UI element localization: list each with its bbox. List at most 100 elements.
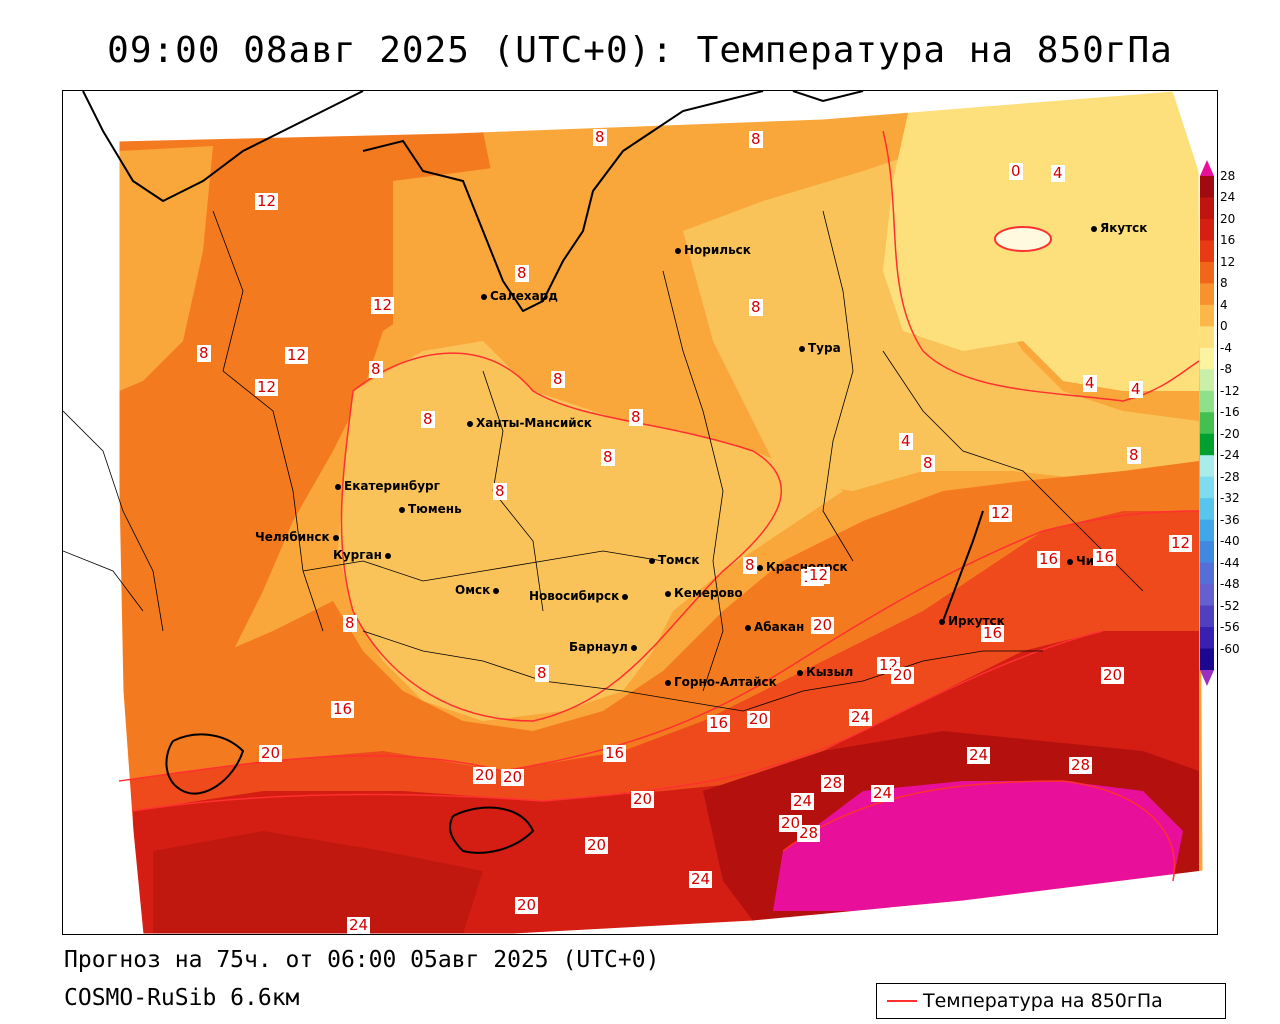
- contour-label: 20: [631, 790, 655, 808]
- contour-label: 24: [791, 792, 815, 810]
- contour-label: 8: [749, 298, 763, 316]
- contour-label: 8: [369, 360, 383, 378]
- contour-label: 20: [473, 766, 497, 784]
- city-dot-icon: [481, 293, 487, 300]
- colorbar-segment: [1200, 433, 1214, 456]
- contour-label: 16: [331, 700, 355, 718]
- contour-label: 20: [891, 666, 915, 684]
- contour-label: 12: [989, 504, 1013, 522]
- contour-label: 20: [747, 710, 771, 728]
- city-dot-icon: [622, 593, 629, 600]
- colorbar-segment: [1200, 476, 1214, 499]
- colorbar-segment: [1200, 347, 1214, 370]
- colorbar-segment: [1200, 218, 1214, 241]
- colorbar-segment: [1200, 541, 1214, 564]
- contour-label: 8: [749, 130, 763, 148]
- legend-label: Температура на 850гПа: [923, 990, 1163, 1012]
- colorbar-segment: [1200, 584, 1214, 607]
- city-dot-icon: [384, 552, 391, 559]
- contour-label: 24: [347, 916, 371, 934]
- city-dot-icon: [493, 587, 500, 594]
- contour-label: 12: [1169, 534, 1193, 552]
- colorbar-segment: [1200, 605, 1214, 628]
- colorbar-tick-label: -56: [1220, 620, 1240, 635]
- city-yakutsk: Якутск: [1091, 221, 1147, 235]
- city-yekaterinburg: Екатеринбург: [335, 479, 440, 493]
- colorbar-tick-label: -52: [1220, 598, 1240, 613]
- colorbar-segment: [1200, 261, 1214, 284]
- contour-label: 4: [1129, 380, 1143, 398]
- colorbar-tick-label: -60: [1220, 641, 1240, 656]
- contour-label: 16: [707, 714, 731, 732]
- contour-label: 8: [197, 344, 211, 362]
- city-dot-icon: [467, 420, 473, 427]
- contour-label: 12: [255, 378, 279, 396]
- contour-label: 20: [515, 896, 539, 914]
- city-dot-icon: [399, 506, 405, 513]
- city-dot-icon: [675, 247, 681, 254]
- colorbar-tick-label: -40: [1220, 534, 1240, 549]
- colorbar-tick-label: -36: [1220, 512, 1240, 527]
- colorbar-segment: [1200, 648, 1214, 671]
- contour-label: 4: [899, 432, 913, 450]
- city-barnaul: Барнаул: [569, 640, 640, 654]
- city-novosibirsk: Новосибирск: [529, 589, 631, 603]
- contour-label: 24: [967, 746, 991, 764]
- contour-label: 16: [981, 624, 1005, 642]
- contour-label: 16: [603, 744, 627, 762]
- contour-label: 20: [779, 814, 803, 832]
- colorbar-tick-label: -16: [1220, 405, 1240, 420]
- colorbar-tick-label: 20: [1220, 211, 1236, 226]
- colorbar-top-arrow: [1200, 160, 1214, 176]
- city-dot-icon: [939, 618, 945, 625]
- colorbar-tick-label: 8: [1220, 276, 1228, 291]
- colorbar-tick-label: 12: [1220, 254, 1236, 269]
- city-norilsk: Норильск: [675, 243, 751, 257]
- colorbar: 28 24 20 16 12 8 4 0 -4 -8 -12 -16 -20 -24 -28 -32 -36 -4…: [1200, 160, 1270, 690]
- city-tyumen: Тюмень: [399, 502, 462, 516]
- city-dot-icon: [630, 644, 637, 651]
- contour-label: 28: [797, 824, 821, 842]
- contour-label: 16: [1093, 548, 1117, 566]
- city-dot-icon: [665, 679, 671, 686]
- city-kyzyl: Кызыл: [797, 665, 853, 679]
- colorbar-tick-label: -8: [1220, 362, 1232, 377]
- map-canvas: [63, 91, 1217, 934]
- contour-label: 24: [689, 870, 713, 888]
- temperature-map: Норильск Салехард Тура Якутск Ханты-Манс…: [62, 90, 1218, 935]
- forecast-info: Прогноз на 75ч. от 06:00 05авг 2025 (UTC…: [64, 947, 660, 973]
- model-name: COSMO-RuSib 6.6км: [64, 985, 300, 1011]
- colorbar-tick-label: -12: [1220, 383, 1240, 398]
- contour-label: 8: [551, 370, 565, 388]
- city-dot-icon: [797, 669, 803, 676]
- contour-label: 12: [371, 296, 395, 314]
- city-tomsk: Томск: [649, 553, 700, 567]
- contour-label: 20: [811, 616, 835, 634]
- colorbar-tick-label: -44: [1220, 555, 1240, 570]
- city-irkutsk: Иркутск: [939, 614, 1005, 628]
- contour-label: 8: [1127, 446, 1141, 464]
- contour-label: 8: [629, 408, 643, 426]
- city-dot-icon: [757, 564, 763, 571]
- colorbar-segment: [1200, 455, 1214, 478]
- colorbar-segment: [1200, 519, 1214, 542]
- colorbar-segment: [1200, 369, 1214, 392]
- contour-label: 12: [255, 192, 279, 210]
- contour-label: 20: [259, 744, 283, 762]
- contour-label: 8: [515, 264, 529, 282]
- city-dot-icon: [1091, 225, 1097, 232]
- colorbar-segment: [1200, 627, 1214, 650]
- city-abakan: Абакан: [745, 620, 804, 634]
- contour-label: 8: [743, 556, 757, 574]
- contour-label: 28: [1069, 756, 1093, 774]
- city-gorno-altaysk: Горно-Алтайск: [665, 675, 777, 689]
- colorbar-segment: [1200, 562, 1214, 585]
- city-chelyabinsk: Челябинск: [255, 530, 342, 544]
- city-dot-icon: [649, 557, 655, 564]
- contour-label: 8: [535, 664, 549, 682]
- contour-label: 12: [807, 566, 831, 584]
- contour-label: 8: [601, 448, 615, 466]
- contour-label: 8: [493, 482, 507, 500]
- colorbar-segment: [1200, 326, 1214, 349]
- colorbar-tick-label: 24: [1220, 190, 1236, 205]
